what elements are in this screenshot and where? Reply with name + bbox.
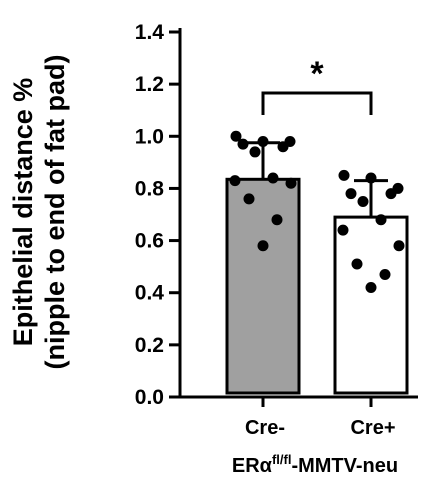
y-tick-label: 1.0 (135, 125, 164, 148)
y-tick-label: 0.2 (135, 334, 164, 357)
data-point (337, 224, 349, 236)
data-point (345, 188, 357, 200)
data-point (230, 130, 242, 142)
x-axis-title-rest: -MMTV-neu (291, 455, 398, 477)
data-point (229, 175, 241, 187)
data-point (379, 268, 391, 280)
bar-Cre- (225, 177, 301, 395)
data-point (375, 214, 387, 226)
data-point (267, 172, 279, 184)
data-point (385, 188, 397, 200)
y-axis-title-line1: Epithelial distance % (8, 78, 38, 347)
data-point (351, 258, 363, 270)
significance-bracket-line (261, 91, 373, 115)
data-point (365, 172, 377, 184)
y-tick-label: 0.4 (135, 282, 165, 305)
data-point (365, 282, 377, 293)
data-point (285, 177, 297, 189)
data-points (229, 130, 405, 293)
y-axis-title-line2: (nipple to end of fat pad) (40, 55, 70, 370)
data-point (393, 240, 405, 252)
y-tick-label: 1.4 (135, 21, 165, 44)
data-point (243, 193, 255, 205)
data-point (249, 146, 261, 158)
data-point (257, 136, 269, 147)
data-point (271, 214, 283, 226)
significance-marker: * (310, 55, 324, 93)
data-point (257, 240, 269, 252)
x-axis-title: ERαfl/fl-MMTV-neu (232, 452, 398, 477)
data-point (338, 169, 350, 181)
y-axis-ticks: 0.0 0.2 0.4 0.6 0.8 1.0 1.2 1.4 (135, 21, 180, 409)
x-axis-title-main: ERα (232, 455, 273, 477)
x-axis-title-superscript: fl/fl (272, 452, 292, 467)
x-axis-labels: Cre- Cre+ (245, 397, 396, 439)
x-tick-label: Cre- (245, 417, 285, 439)
y-tick-label: 0.0 (135, 386, 164, 409)
y-tick-label: 0.6 (135, 230, 164, 253)
y-tick-label: 1.2 (135, 73, 164, 96)
significance-bracket: * (261, 55, 373, 115)
data-point (237, 138, 249, 150)
data-point (357, 195, 369, 207)
y-axis-title: Epithelial distance % (nipple to end of … (8, 55, 70, 370)
y-tick-label: 0.8 (135, 177, 165, 200)
bars (225, 177, 409, 395)
data-point (277, 141, 289, 153)
x-tick-label: Cre+ (350, 417, 395, 439)
